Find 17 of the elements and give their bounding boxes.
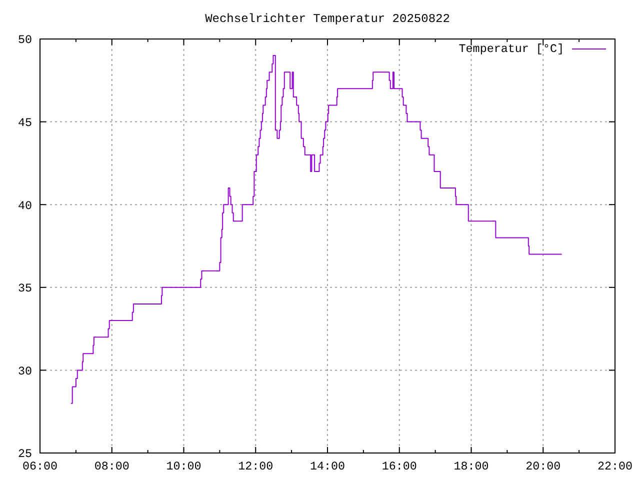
y-tick-label: 25 (18, 447, 32, 462)
y-tick-label: 45 (18, 116, 32, 130)
y-tick-label: 40 (18, 198, 32, 213)
chart-title: Wechselrichter Temperatur 20250822 (204, 12, 451, 26)
y-tick-label: 35 (18, 282, 32, 296)
x-tick-label: 10:00 (166, 459, 202, 474)
x-tick-label: 06:00 (22, 459, 58, 474)
x-tick-label: 08:00 (94, 459, 130, 474)
y-tick-label: 50 (18, 33, 32, 48)
y-tick-label: 30 (18, 364, 32, 378)
x-tick-label: 20:00 (526, 459, 561, 474)
x-tick-label: 16:00 (382, 459, 417, 474)
x-tick-label: 14:00 (310, 459, 346, 474)
x-tick-label: 18:00 (454, 459, 489, 474)
legend-label: Temperatur [°C] (458, 42, 564, 56)
x-tick-label: 12:00 (238, 459, 274, 474)
x-tick-label: 22:00 (597, 459, 633, 474)
